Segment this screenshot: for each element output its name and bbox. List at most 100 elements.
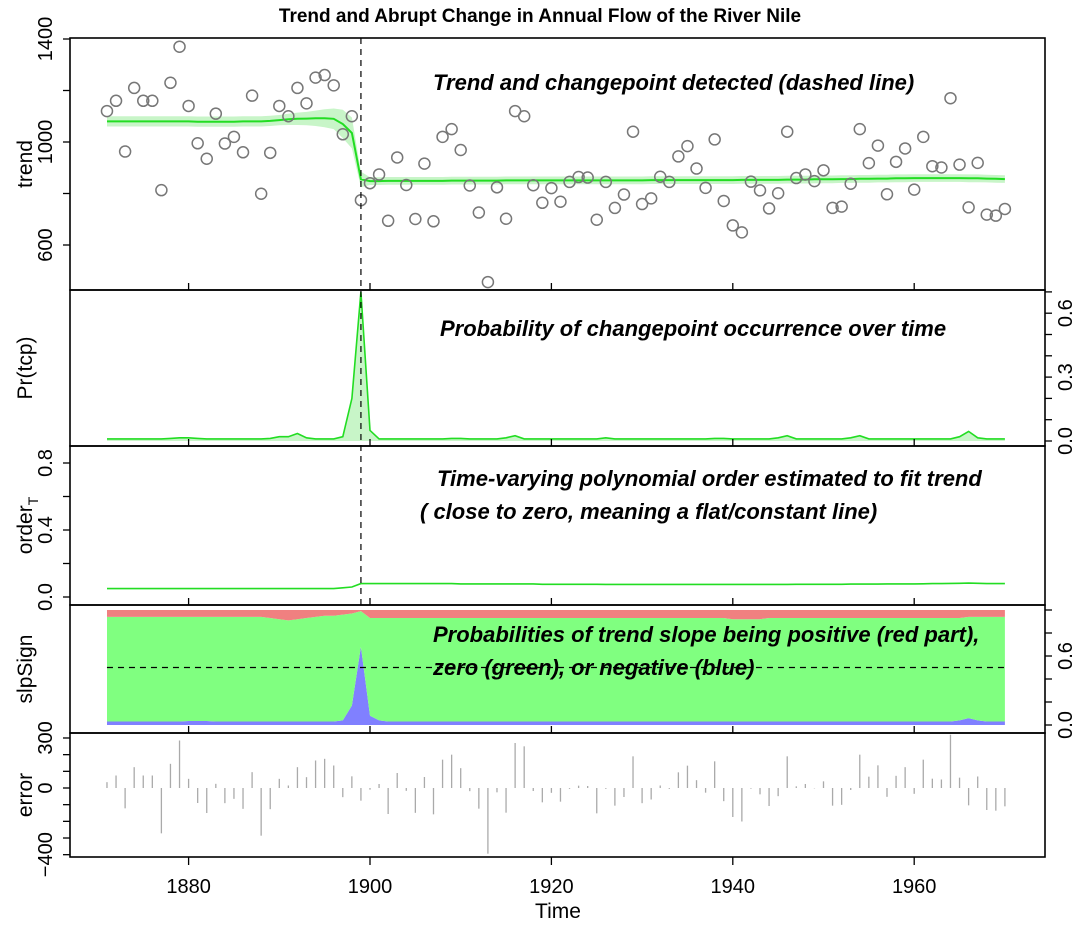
- data-point-1923: [572, 170, 585, 184]
- data-point-1891: [282, 110, 295, 123]
- data-point-1957: [880, 188, 894, 201]
- panel-5-y-tick-label: 0: [35, 782, 57, 793]
- data-point-1897: [336, 128, 350, 141]
- data-point-1907: [427, 215, 440, 228]
- panel-4-annotation: Probabilities of trend slope being posit…: [433, 622, 979, 647]
- panel-4-y-tick-label: 0.0: [1055, 711, 1077, 739]
- panel-2-y-tick-label: 0.6: [1055, 299, 1077, 327]
- data-point-1930: [635, 197, 649, 211]
- data-point-1905: [409, 212, 422, 226]
- panel-2-y-tick-label: 0.3: [1055, 363, 1077, 391]
- data-point-1884: [218, 137, 232, 150]
- data-point-1967: [971, 156, 984, 170]
- panel-1-annotation: Trend and changepoint detected (dashed l…: [433, 70, 914, 95]
- pr-line: [107, 291, 1005, 440]
- trend-line: [107, 117, 1005, 183]
- data-point-1965: [953, 158, 966, 171]
- data-point-1893: [300, 97, 313, 110]
- panel-5-y-tick-label: 300: [35, 721, 57, 754]
- panel-1-y-tick-label: 1400: [35, 17, 57, 62]
- data-point-1900: [363, 176, 377, 190]
- data-point-1912: [472, 206, 486, 219]
- data-point-1937: [699, 181, 712, 195]
- data-point-1906: [418, 157, 431, 170]
- data-point-1962: [926, 159, 939, 173]
- panel-4-annotation: zero (green), or negative (blue): [432, 655, 755, 680]
- data-point-1873: [118, 145, 132, 158]
- panel-2-annotation: Probability of changepoint occurrence ov…: [440, 316, 946, 341]
- data-point-1898: [345, 110, 359, 123]
- data-point-1887: [245, 89, 259, 102]
- panel-1-y-axis-label: trend: [14, 140, 37, 188]
- data-point-1935: [681, 139, 694, 153]
- data-point-1955: [862, 156, 876, 170]
- data-point-1964: [944, 91, 957, 105]
- pr-area: [107, 291, 1005, 441]
- data-point-1872: [109, 94, 123, 108]
- data-point-1949: [808, 174, 821, 188]
- panel-3-y-tick-label: 0.8: [35, 449, 57, 477]
- data-point-1877: [155, 183, 168, 197]
- data-point-1940: [726, 219, 740, 232]
- data-point-1933: [663, 175, 676, 189]
- data-point-1909: [445, 122, 458, 136]
- y-axis-label-main: order: [14, 505, 37, 554]
- positive-slope-area: [107, 610, 1005, 621]
- data-point-1902: [381, 214, 395, 228]
- panel-2-y-tick-label: 0.0: [1055, 427, 1077, 455]
- data-point-1954: [853, 122, 867, 136]
- data-point-1913: [481, 275, 495, 289]
- data-point-1956: [871, 139, 885, 152]
- data-point-1963: [935, 161, 948, 174]
- data-point-1942: [744, 175, 758, 188]
- data-point-1916: [508, 104, 522, 118]
- data-point-1890: [273, 99, 286, 113]
- data-point-1888: [254, 187, 268, 201]
- data-point-1914: [490, 181, 504, 194]
- data-point-1945: [771, 186, 785, 200]
- plot-layer: 600 1000 1400 trend Trend and changepoint de…: [14, 17, 1077, 898]
- data-point-1946: [780, 125, 794, 138]
- data-point-1896: [327, 79, 340, 92]
- data-point-1920: [545, 181, 558, 195]
- data-point-1959: [898, 142, 912, 155]
- order-line: [107, 582, 1005, 590]
- x-tick-label: 1940: [711, 876, 756, 898]
- data-point-1934: [672, 150, 685, 163]
- panel-3-annotation: ( close to zero, meaning a flat/constant…: [420, 499, 877, 524]
- data-point-1970: [998, 202, 1012, 216]
- panel-4-y-tick-label: 0.6: [1055, 642, 1077, 670]
- data-point-1958: [889, 155, 903, 169]
- data-point-1904: [400, 178, 413, 192]
- data-point-1960: [907, 183, 921, 196]
- panel-2-y-axis-label: Pr(tcp): [14, 337, 37, 400]
- data-point-1928: [617, 188, 631, 201]
- zero-slope-area: [107, 611, 1005, 722]
- data-point-1936: [690, 162, 703, 175]
- panel-5-frame: [69, 732, 1046, 858]
- data-point-1944: [762, 202, 776, 215]
- data-point-1908: [436, 130, 449, 144]
- data-point-1938: [708, 133, 721, 146]
- data-point-1876: [146, 94, 159, 108]
- x-tick-label: 1920: [529, 876, 574, 898]
- data-point-1966: [962, 201, 975, 214]
- data-point-1915: [499, 212, 513, 225]
- data-point-1931: [644, 192, 658, 205]
- data-point-1874: [127, 81, 141, 95]
- data-point-1882: [200, 152, 213, 165]
- panel-4-y-axis-label: slpSign: [14, 635, 37, 704]
- data-point-1875: [137, 94, 150, 108]
- x-tick-label: 1900: [348, 876, 393, 898]
- panel-3-y-tick-label: 0.0: [35, 583, 57, 611]
- data-point-1950: [817, 164, 830, 177]
- data-point-1880: [182, 99, 195, 113]
- data-point-1927: [608, 201, 622, 215]
- data-point-1919: [536, 196, 549, 210]
- data-point-1952: [835, 200, 848, 213]
- data-point-1924: [581, 171, 594, 184]
- panel-3-annotation: Time-varying polynomial order estimated …: [437, 466, 982, 491]
- data-point-1969: [989, 209, 1003, 222]
- data-point-1917: [517, 110, 531, 123]
